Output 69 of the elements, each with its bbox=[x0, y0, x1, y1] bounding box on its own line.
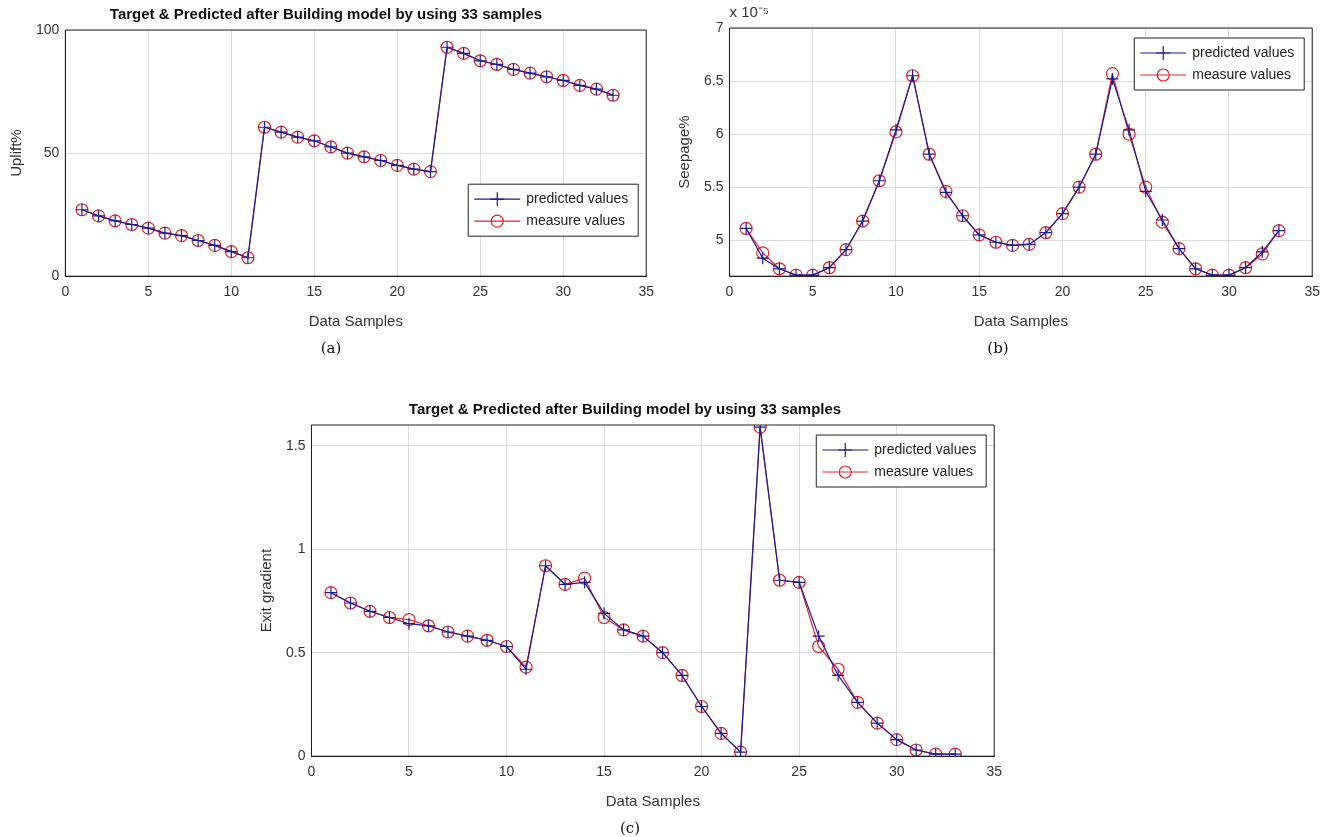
y-tick-label: 100 bbox=[36, 20, 60, 37]
x-axis-title: Data Samples bbox=[308, 312, 403, 330]
y-tick-label: 5 bbox=[715, 231, 724, 247]
point bbox=[756, 246, 770, 260]
legend-label: predicted values bbox=[526, 190, 629, 207]
y-tick-label: 6.5 bbox=[703, 71, 724, 88]
point bbox=[1139, 184, 1153, 198]
point bbox=[1122, 123, 1136, 137]
x-tick-label: 5 bbox=[405, 763, 414, 780]
x-tick-label: 5 bbox=[144, 283, 153, 300]
text: (c) bbox=[618, 819, 642, 837]
point bbox=[597, 606, 611, 620]
x-tick-label: 25 bbox=[1137, 283, 1154, 300]
x-axis-title: Data Samples bbox=[973, 312, 1068, 330]
text: (b) bbox=[986, 339, 1010, 357]
text: x 10⁻⁵ bbox=[729, 2, 770, 20]
y-axis-title: Seepage% bbox=[675, 115, 693, 189]
x-tick-label: 30 bbox=[1221, 283, 1237, 300]
x-tick-label: 10 bbox=[498, 763, 515, 780]
point bbox=[831, 668, 845, 683]
point bbox=[812, 639, 826, 654]
x-tick-label: 25 bbox=[791, 763, 808, 780]
chart-title: Target & Predicted after Building model by using 33 samples bbox=[109, 5, 543, 23]
y-tick-label: 6 bbox=[715, 124, 724, 141]
legend-label: predicted values bbox=[874, 440, 977, 457]
x-tick-label: 15 bbox=[971, 283, 988, 300]
point bbox=[1122, 127, 1136, 141]
legend-label: measure values bbox=[1192, 65, 1292, 82]
text: (a) bbox=[319, 339, 343, 357]
x-tick-label: 35 bbox=[986, 763, 1003, 780]
x-tick-label: 20 bbox=[389, 283, 406, 300]
point bbox=[577, 575, 592, 589]
point bbox=[402, 612, 416, 627]
point bbox=[597, 610, 611, 625]
point bbox=[831, 662, 845, 676]
y-tick-label: 5.5 bbox=[703, 177, 724, 194]
y-axis-title: Uplift% bbox=[7, 129, 25, 177]
point bbox=[1105, 67, 1120, 81]
x-tick-label: 25 bbox=[472, 283, 489, 300]
y-tick-label: 0.5 bbox=[285, 643, 306, 660]
legend-label: measure values bbox=[526, 212, 626, 229]
point bbox=[577, 571, 592, 585]
y-tick-label: 1 bbox=[297, 540, 306, 557]
y-tick-label: 1.5 bbox=[285, 436, 306, 453]
x-tick-label: 35 bbox=[1304, 283, 1321, 300]
x-tick-label: 20 bbox=[1054, 283, 1071, 300]
x-tick-label: 30 bbox=[888, 763, 905, 780]
legend-label: predicted values bbox=[1192, 43, 1295, 60]
x-axis-title: Data Samples bbox=[605, 792, 700, 810]
x-tick-label: 15 bbox=[596, 763, 613, 780]
chart-title: Target & Predicted after Building model by using 33 samples bbox=[408, 400, 842, 418]
x-tick-label: 10 bbox=[223, 283, 240, 300]
point bbox=[756, 251, 770, 265]
point bbox=[1105, 72, 1120, 86]
point bbox=[1139, 180, 1153, 194]
x-tick-label: 5 bbox=[808, 283, 817, 300]
legend-label: measure values bbox=[874, 462, 974, 479]
y-tick-label: 7 bbox=[715, 18, 724, 35]
x-tick-label: 10 bbox=[888, 283, 904, 300]
point bbox=[402, 617, 416, 631]
x-tick-label: 35 bbox=[638, 283, 655, 300]
y-tick-label: 50 bbox=[43, 143, 60, 160]
y-tick-label: 0 bbox=[51, 267, 60, 284]
y-tick-label: 0 bbox=[297, 747, 306, 764]
x-tick-label: 30 bbox=[555, 283, 572, 300]
y-axis-title: Exit gradient bbox=[257, 548, 275, 633]
point bbox=[812, 629, 826, 643]
x-tick-label: 20 bbox=[693, 763, 710, 780]
x-tick-label: 15 bbox=[306, 283, 323, 300]
